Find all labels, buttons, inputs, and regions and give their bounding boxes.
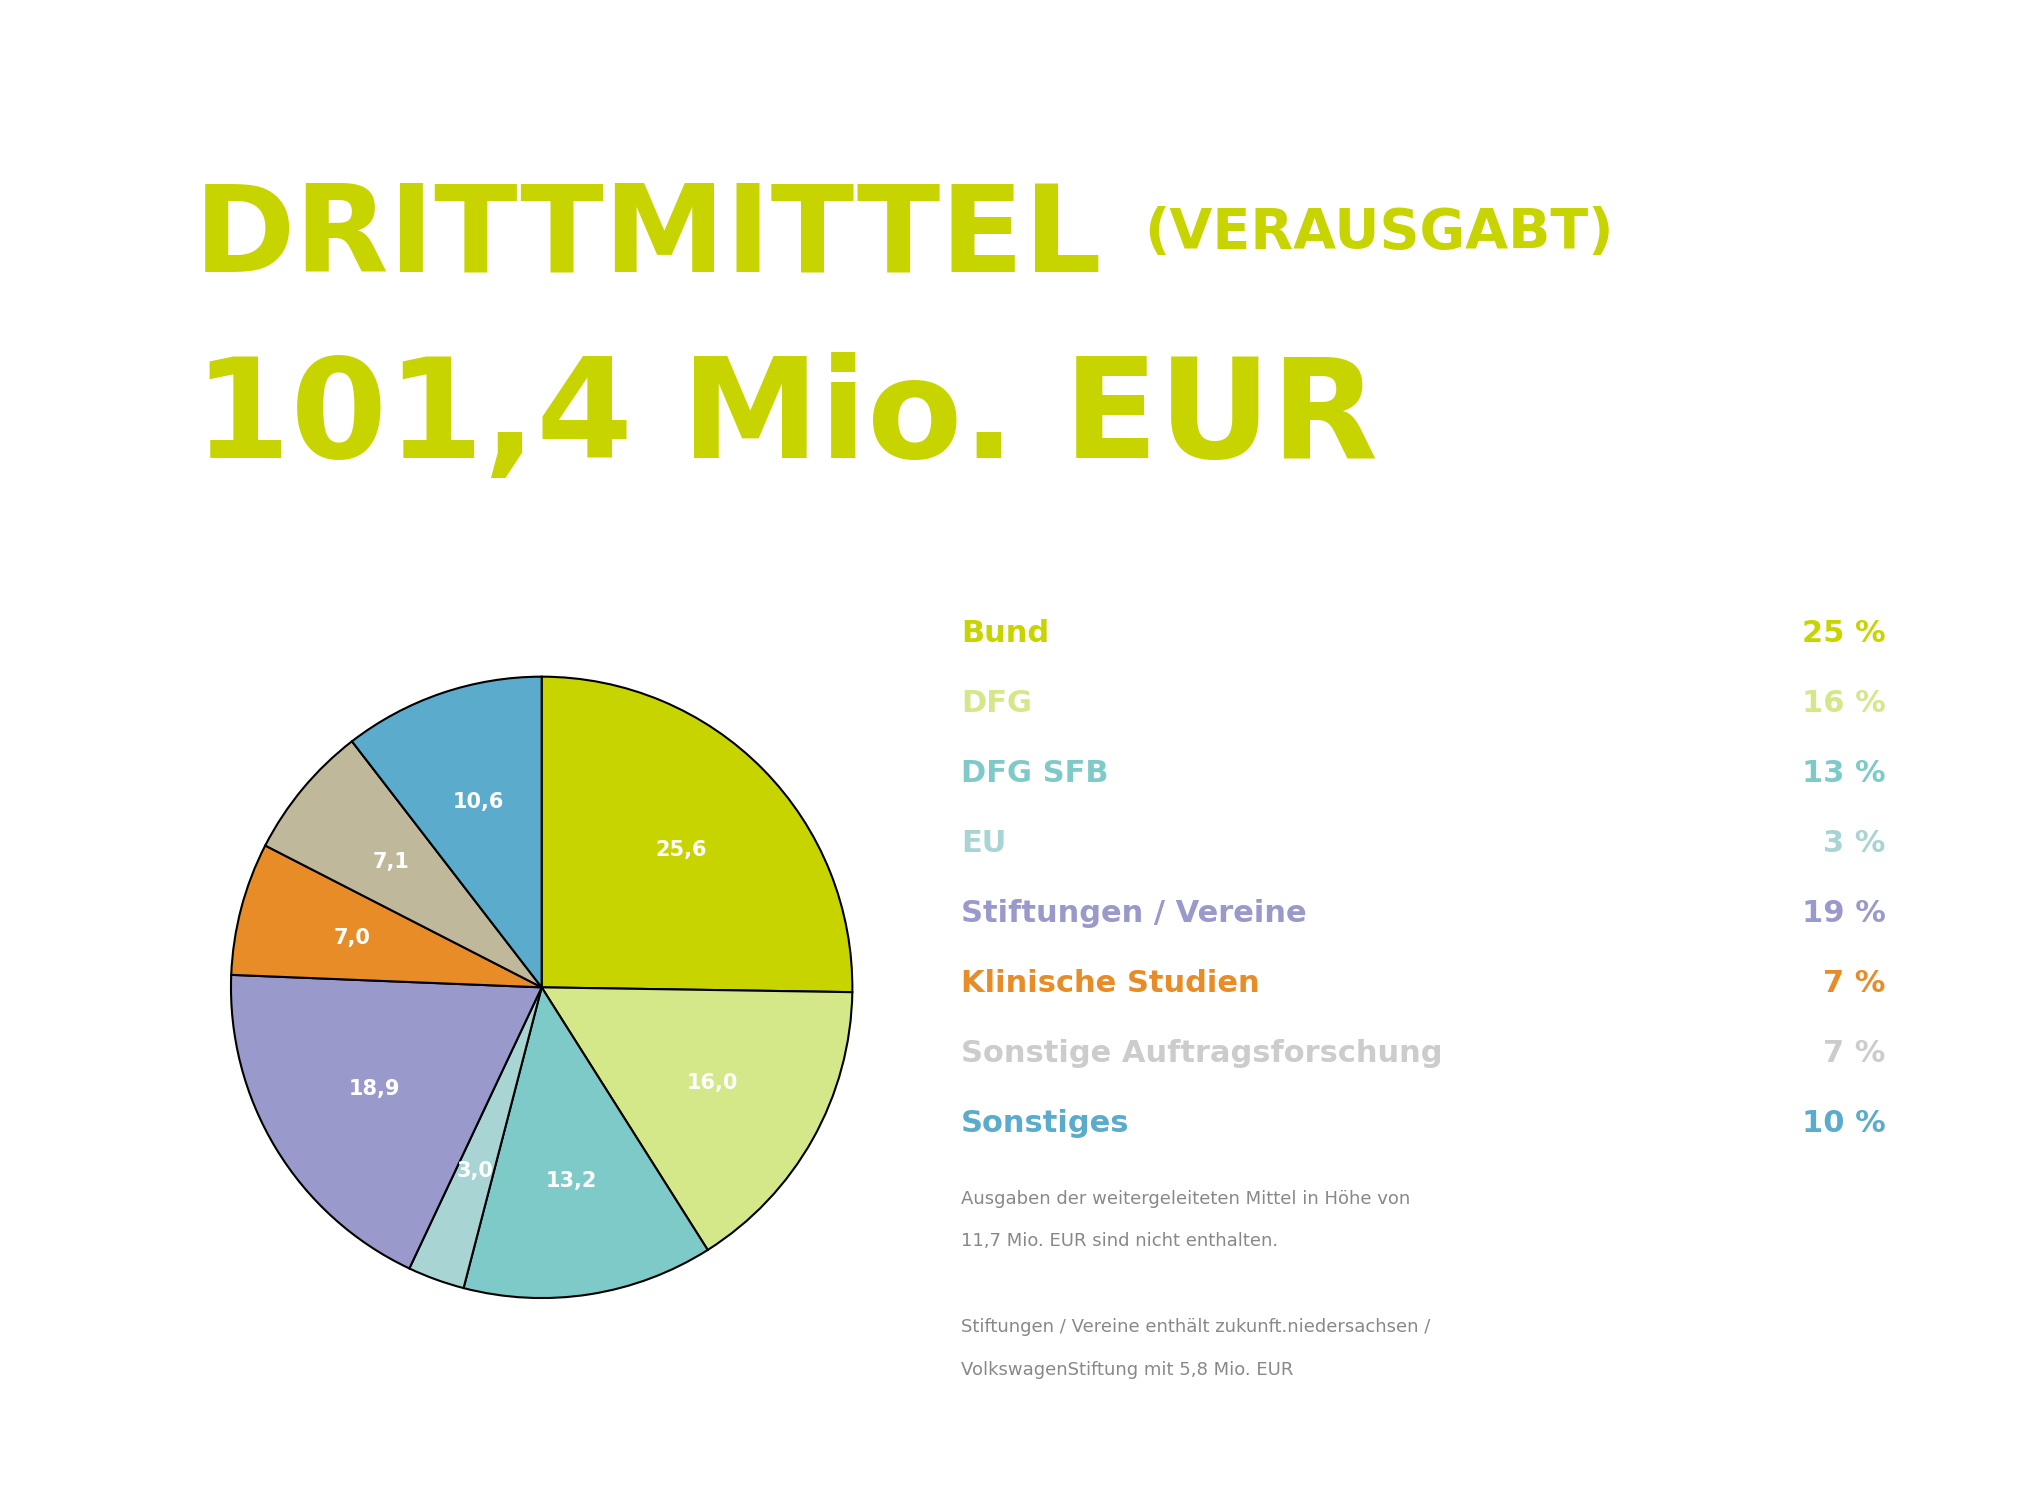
- Text: DFG: DFG: [961, 690, 1032, 718]
- Text: Ausgaben der weitergeleiteten Mittel in Höhe von: Ausgaben der weitergeleiteten Mittel in …: [961, 1189, 1410, 1207]
- Text: (VERAUSGABT): (VERAUSGABT): [1145, 206, 1615, 260]
- Text: 16,0: 16,0: [687, 1073, 738, 1094]
- Text: 19 %: 19 %: [1803, 899, 1887, 928]
- Text: DRITTMITTEL: DRITTMITTEL: [194, 180, 1104, 296]
- Text: Stiftungen / Vereine: Stiftungen / Vereine: [961, 899, 1306, 928]
- Wedge shape: [231, 975, 542, 1269]
- Wedge shape: [464, 987, 707, 1299]
- Text: 16 %: 16 %: [1803, 690, 1887, 718]
- Wedge shape: [266, 742, 542, 987]
- Wedge shape: [542, 676, 852, 992]
- Text: 101,4 Mio. EUR: 101,4 Mio. EUR: [194, 352, 1378, 486]
- Text: DFG SFB: DFG SFB: [961, 758, 1108, 788]
- Text: 13 %: 13 %: [1803, 758, 1887, 788]
- Text: VolkswagenStiftung mit 5,8 Mio. EUR: VolkswagenStiftung mit 5,8 Mio. EUR: [961, 1361, 1294, 1379]
- Text: 7 %: 7 %: [1823, 1040, 1887, 1068]
- Text: 3,0: 3,0: [456, 1161, 493, 1182]
- Wedge shape: [409, 987, 542, 1288]
- Text: 10 %: 10 %: [1803, 1109, 1887, 1138]
- Wedge shape: [231, 845, 542, 987]
- Text: Stiftungen / Vereine enthält zukunft.niedersachsen /: Stiftungen / Vereine enthält zukunft.nie…: [961, 1318, 1431, 1336]
- Text: 18,9: 18,9: [350, 1079, 401, 1100]
- Text: 3 %: 3 %: [1823, 829, 1887, 857]
- Text: 25 %: 25 %: [1803, 619, 1887, 648]
- Text: Klinische Studien: Klinische Studien: [961, 969, 1259, 998]
- Text: 13,2: 13,2: [546, 1171, 597, 1191]
- Wedge shape: [542, 987, 852, 1251]
- Text: 25,6: 25,6: [656, 841, 707, 860]
- Text: 11,7 Mio. EUR sind nicht enthalten.: 11,7 Mio. EUR sind nicht enthalten.: [961, 1233, 1278, 1251]
- Text: 10,6: 10,6: [454, 791, 505, 812]
- Text: 7 %: 7 %: [1823, 969, 1887, 998]
- Text: Sonstiges: Sonstiges: [961, 1109, 1130, 1138]
- Text: EU: EU: [961, 829, 1006, 857]
- Wedge shape: [352, 676, 542, 987]
- Text: Bund: Bund: [961, 619, 1049, 648]
- Text: Sonstige Auftragsforschung: Sonstige Auftragsforschung: [961, 1040, 1443, 1068]
- Text: 7,1: 7,1: [372, 853, 409, 872]
- Text: 7,0: 7,0: [333, 928, 370, 947]
